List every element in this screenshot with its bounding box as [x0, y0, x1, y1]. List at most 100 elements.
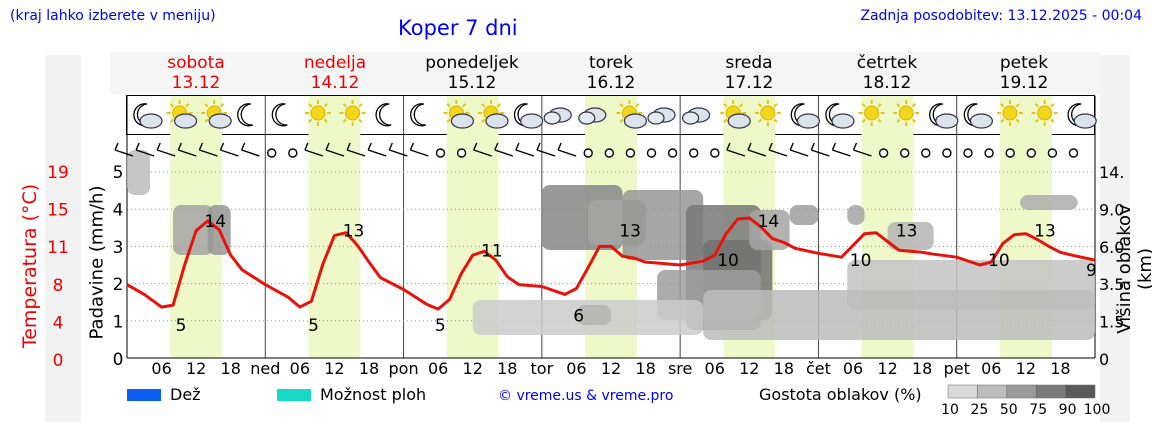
sun-ray: [204, 103, 209, 108]
cloud-icon: [543, 111, 561, 125]
wind-barb-icon: [346, 149, 366, 157]
cloud-density-patch: [576, 305, 611, 325]
sun-icon: [345, 105, 361, 121]
wind-barb-icon: [747, 149, 767, 157]
wind-barb-flag: [726, 142, 731, 151]
calm-wind-icon: [456, 148, 467, 158]
cloud-icon: [969, 113, 994, 129]
wind-barb-icon: [494, 149, 514, 157]
wind-barb-icon: [473, 149, 492, 157]
wind-barb-flag: [367, 142, 372, 151]
temperature-value-label: 14: [204, 212, 226, 232]
sun-ray: [723, 118, 728, 123]
wind-barb-flag: [810, 142, 815, 151]
sun-ray: [1000, 103, 1005, 108]
sun-ray: [1000, 118, 1005, 123]
temperature-value-label: 9: [1086, 261, 1097, 281]
sun-ray: [738, 103, 744, 108]
sun-ray: [877, 118, 882, 123]
temperature-value-label: 13: [1034, 222, 1056, 242]
temperature-tick: 19: [47, 163, 69, 183]
wind-barb-icon: [304, 149, 324, 157]
temperature-line: [126, 216, 1096, 311]
day-axis-label: sre: [668, 359, 692, 378]
wind-barb-flag: [219, 142, 225, 151]
cloud-height-tick: 1.5: [1099, 313, 1124, 332]
wind-barb-flag: [325, 142, 330, 151]
cloud-icon: [578, 111, 596, 125]
calm-wind-icon: [942, 148, 952, 158]
hour-tick: 18: [497, 359, 517, 378]
hour-tick: 06: [151, 359, 171, 378]
wind-barb-icon: [726, 149, 746, 157]
cloud-icon: [647, 111, 665, 125]
hour-tick: 06: [290, 359, 310, 378]
calm-wind-icon: [646, 148, 657, 158]
day-date: 17.12: [724, 73, 774, 93]
wind-barb-flag: [240, 142, 246, 151]
hour-tick: 06: [843, 359, 863, 378]
wind-barb-icon: [410, 149, 429, 157]
cloud-density-swatch: [1065, 384, 1096, 399]
day-strip: [110, 52, 1100, 94]
cloud-icon: [174, 113, 198, 129]
cloud-height-tick: 9.0: [1099, 200, 1124, 219]
cloud-icon: [485, 113, 509, 129]
temperature-value-label: 11: [481, 241, 503, 261]
temperature-value-label: 5: [176, 316, 187, 336]
precipitation-tick: 0: [113, 350, 124, 370]
cloud-density-swatch: [1006, 384, 1037, 399]
temperature-tick: 8: [53, 276, 64, 296]
cloud-icon: [208, 113, 232, 129]
wind-barb-icon: [114, 149, 134, 157]
cloud-density-level: 10: [941, 402, 959, 418]
cloud-density-patch: [127, 150, 151, 195]
calm-wind-icon: [984, 148, 994, 158]
cloud-density-level: 100: [1084, 402, 1111, 418]
sun-ray: [323, 118, 328, 123]
cloud-density-patch: [847, 205, 865, 225]
day-axis-label: pet: [944, 359, 970, 378]
sun-icon: [310, 105, 326, 121]
credit: © vreme.us & vreme.pro: [498, 388, 674, 404]
calm-wind-icon: [604, 148, 614, 158]
day-header: sobota 13.12: [126, 53, 266, 93]
cloud-height-tick: 6.0: [1099, 238, 1124, 257]
wind-barb-flag: [304, 142, 309, 151]
wind-barb-flag: [409, 142, 415, 151]
day-header: ponedeljek 15.12: [402, 53, 542, 93]
cloud-icon: [796, 113, 821, 129]
wind-barb-flag: [831, 142, 837, 151]
sun-ray: [619, 118, 624, 123]
cloud-icon: [450, 113, 474, 129]
day-date: 13.12: [171, 73, 221, 93]
wind-barb-icon: [811, 149, 830, 157]
temperature-value-label: 6: [573, 306, 584, 326]
calm-wind-icon: [963, 148, 973, 158]
sun-ray: [1034, 118, 1039, 123]
showers-swatch: [277, 389, 311, 401]
calm-wind-icon: [921, 148, 931, 158]
precipitation-tick: 1: [113, 313, 124, 333]
cloud-icon: [1073, 113, 1097, 129]
day-date: 19.12: [999, 73, 1049, 93]
wind-barb-flag: [494, 142, 499, 151]
wind-barb-flag: [557, 142, 562, 151]
cloud-icon: [519, 113, 544, 129]
temperature-tick: 4: [53, 313, 64, 333]
temperature-value-label: 14: [758, 212, 780, 232]
sun-ray: [496, 103, 501, 108]
hour-tick: 18: [221, 359, 241, 378]
hour-tick: 12: [1016, 359, 1036, 378]
rain-swatch: [127, 389, 161, 401]
wind-barb-icon: [768, 149, 788, 157]
wind-barb-flag: [536, 142, 541, 151]
hour-tick: 18: [774, 359, 794, 378]
sun-ray: [757, 118, 763, 123]
sun-ray: [773, 118, 778, 123]
sun-ray: [1050, 118, 1055, 123]
sun-ray: [861, 103, 866, 108]
hour-tick: 12: [186, 359, 206, 378]
day-header: nedelja 14.12: [265, 53, 405, 93]
